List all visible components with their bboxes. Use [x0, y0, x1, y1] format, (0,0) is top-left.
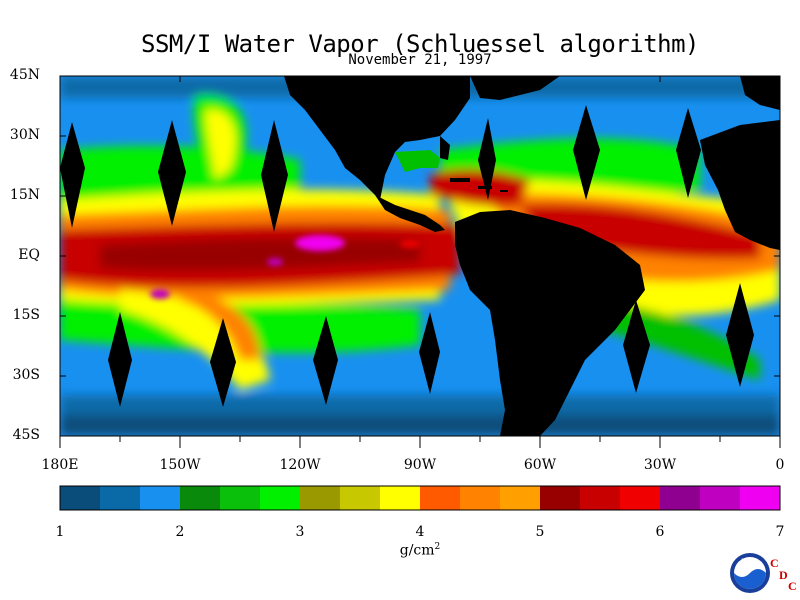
data-gaps [60, 105, 754, 407]
colorbar-swatch [300, 486, 341, 510]
colorbar-swatch [380, 486, 421, 510]
lat-label-30s: 30S [12, 367, 40, 383]
noaa-logo-text: NOAA [741, 558, 759, 565]
lon-label-120w: 120W [279, 457, 321, 473]
lon-label-180e: 180E [41, 457, 79, 473]
lat-label-30n: 30N [9, 127, 40, 143]
cdc-letter-3: C [788, 579, 797, 593]
colorbar-swatch [100, 486, 141, 510]
lat-label-eq: EQ [18, 247, 40, 263]
colorbar-swatch [140, 486, 181, 510]
map-field [60, 76, 780, 436]
colorbar-swatch [180, 486, 221, 510]
colorbar-tick-3: 3 [295, 524, 305, 540]
colorbar [60, 486, 781, 510]
lon-label-60w: 60W [523, 457, 557, 473]
colorbar-swatch [660, 486, 701, 510]
colorbar-tick-4: 4 [415, 524, 425, 540]
colorbar-tick-7: 7 [775, 524, 785, 540]
noaa-logo: NOAA [730, 553, 770, 593]
colorbar-swatch [420, 486, 461, 510]
units-exponent: 2 [434, 542, 441, 552]
lon-label-150w: 150W [159, 457, 201, 473]
colorbar-tick-6: 6 [655, 524, 665, 540]
cdc-letter-1: C [770, 556, 779, 570]
lat-label-15s: 15S [12, 307, 40, 323]
units-text: g/cm [399, 542, 435, 559]
colorbar-swatch [60, 486, 101, 510]
colorbar-swatch [500, 486, 541, 510]
cdc-letter-2: D [779, 568, 788, 582]
colorbar-swatch [340, 486, 381, 510]
lat-label-45s: 45S [12, 427, 40, 443]
lon-label-90w: 90W [403, 457, 437, 473]
lat-label-45n: 45N [9, 67, 40, 83]
colorbar-swatch [260, 486, 301, 510]
map-date: November 21, 1997 [348, 52, 492, 68]
colorbar-swatch [540, 486, 581, 510]
axis-ticks [59, 75, 781, 448]
lat-label-15n: 15N [9, 187, 40, 203]
colorbar-swatch [220, 486, 261, 510]
colorbar-swatch [620, 486, 661, 510]
colorbar-tick-1: 1 [55, 524, 65, 540]
colorbar-units: g/cm2 [370, 542, 470, 559]
colorbar-tick-5: 5 [535, 524, 545, 540]
lon-label-30w: 30W [643, 457, 677, 473]
colorbar-swatch [580, 486, 621, 510]
colorbar-swatch [700, 486, 741, 510]
colorbar-frame [59, 485, 781, 511]
colorbar-swatch [460, 486, 501, 510]
colorbar-tick-2: 2 [175, 524, 185, 540]
lon-label-0: 0 [775, 457, 785, 473]
colorbar-swatch [740, 486, 781, 510]
land [160, 76, 780, 436]
map-title: SSM/I Water Vapor (Schluessel algorithm) [141, 30, 699, 58]
